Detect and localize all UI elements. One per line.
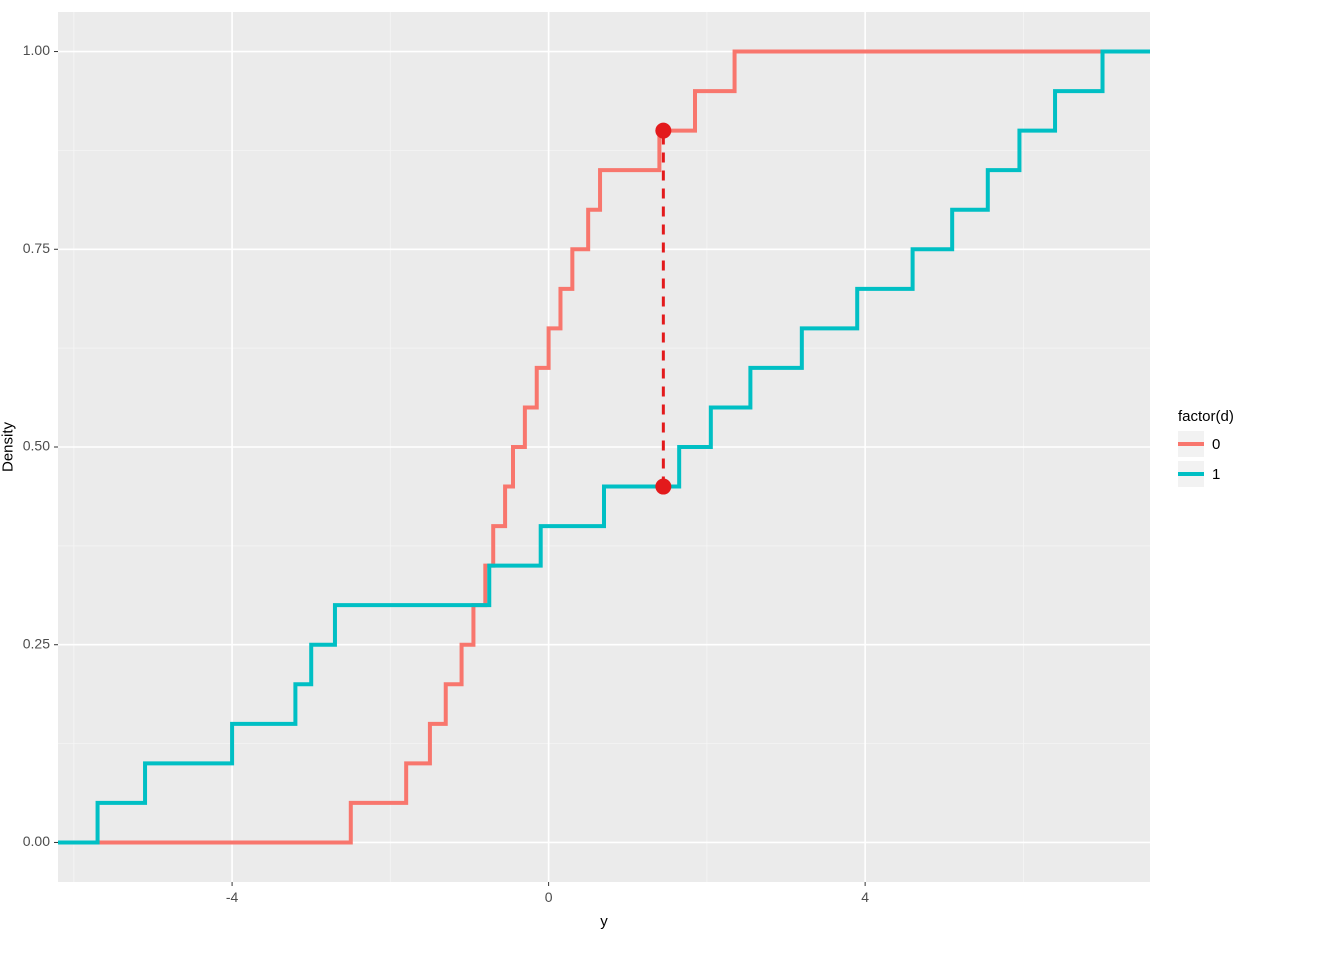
legend-label: 0	[1212, 436, 1220, 453]
svg-text:0.25: 0.25	[23, 635, 50, 651]
svg-text:0: 0	[545, 889, 553, 905]
legend: factor(d) 0 1	[1178, 408, 1234, 487]
legend-title: factor(d)	[1178, 408, 1234, 425]
svg-text:0.75: 0.75	[23, 240, 50, 256]
svg-text:1.00: 1.00	[23, 42, 50, 58]
chart-svg: 0.00 0.25 0.50 0.75 1.00 -4 0 4	[0, 0, 1344, 960]
legend-key	[1178, 461, 1204, 487]
svg-text:0.50: 0.50	[23, 438, 50, 454]
svg-text:4: 4	[861, 889, 869, 905]
y-axis-label: Density	[0, 422, 17, 472]
legend-item: 0	[1178, 431, 1234, 457]
svg-text:0.00: 0.00	[23, 833, 50, 849]
legend-label: 1	[1212, 466, 1220, 483]
legend-item: 1	[1178, 461, 1234, 487]
legend-key	[1178, 431, 1204, 457]
ecdf-chart: 0.00 0.25 0.50 0.75 1.00 -4 0 4 Density y facto…	[0, 0, 1344, 960]
x-axis-label: y	[58, 913, 1150, 930]
svg-text:-4: -4	[226, 889, 239, 905]
